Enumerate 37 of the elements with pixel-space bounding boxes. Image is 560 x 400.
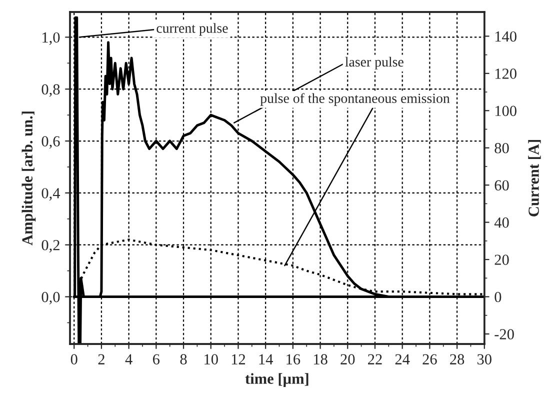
x-axis-title: time [µm]: [245, 373, 308, 387]
y-tick-label: 0,0: [42, 292, 60, 304]
x-tick-label: 20: [340, 354, 355, 364]
x-tick-label: 28: [450, 354, 464, 364]
y-tick-label: 1,0: [42, 32, 60, 45]
x-tick-label: 10: [204, 354, 218, 364]
y2-tick-label: -20: [494, 329, 514, 340]
annotation: current pulse: [156, 23, 228, 36]
x-tick-label: 2: [98, 354, 104, 364]
x-tick-label: 8: [180, 354, 187, 364]
y2-tick-label: 120: [495, 68, 516, 79]
y2-tick-label: 0: [494, 292, 502, 302]
y2-tick-label: 100: [495, 106, 516, 116]
x-tick-label: 22: [368, 354, 382, 364]
x-tick-label: 6: [153, 354, 160, 364]
x-tick-label: 12: [232, 354, 246, 364]
x-tick-label: 4: [125, 354, 132, 364]
x-tick-label: 0: [70, 354, 78, 364]
x-tick-label: 14: [259, 354, 273, 364]
y-axis-title: Amplitude [arb. un.]: [22, 112, 36, 246]
y-tick-label: 0,8: [42, 84, 60, 97]
y-tick-label: 0,6: [42, 136, 60, 149]
y2-tick-label: 20: [494, 254, 509, 265]
y-tick-label: 0,4: [42, 188, 60, 201]
y2-tick-label: 40: [494, 217, 509, 228]
annotation: laser pulse: [345, 56, 404, 70]
y2-tick-label: 60: [494, 180, 509, 191]
y2-tick-label: 80: [494, 142, 509, 154]
annotation: pulse of the spontaneous emission: [260, 93, 450, 106]
y2-tick-label: 140: [495, 31, 516, 42]
x-tick-label: 18: [314, 354, 328, 364]
y-tick-label: 0,2: [42, 240, 60, 252]
x-tick-label: 30: [477, 354, 492, 364]
y2-axis-title: Current [A]: [528, 140, 541, 216]
x-tick-label: 16: [286, 354, 300, 364]
x-tick-label: 26: [422, 354, 437, 364]
x-tick-label: 24: [395, 354, 410, 364]
